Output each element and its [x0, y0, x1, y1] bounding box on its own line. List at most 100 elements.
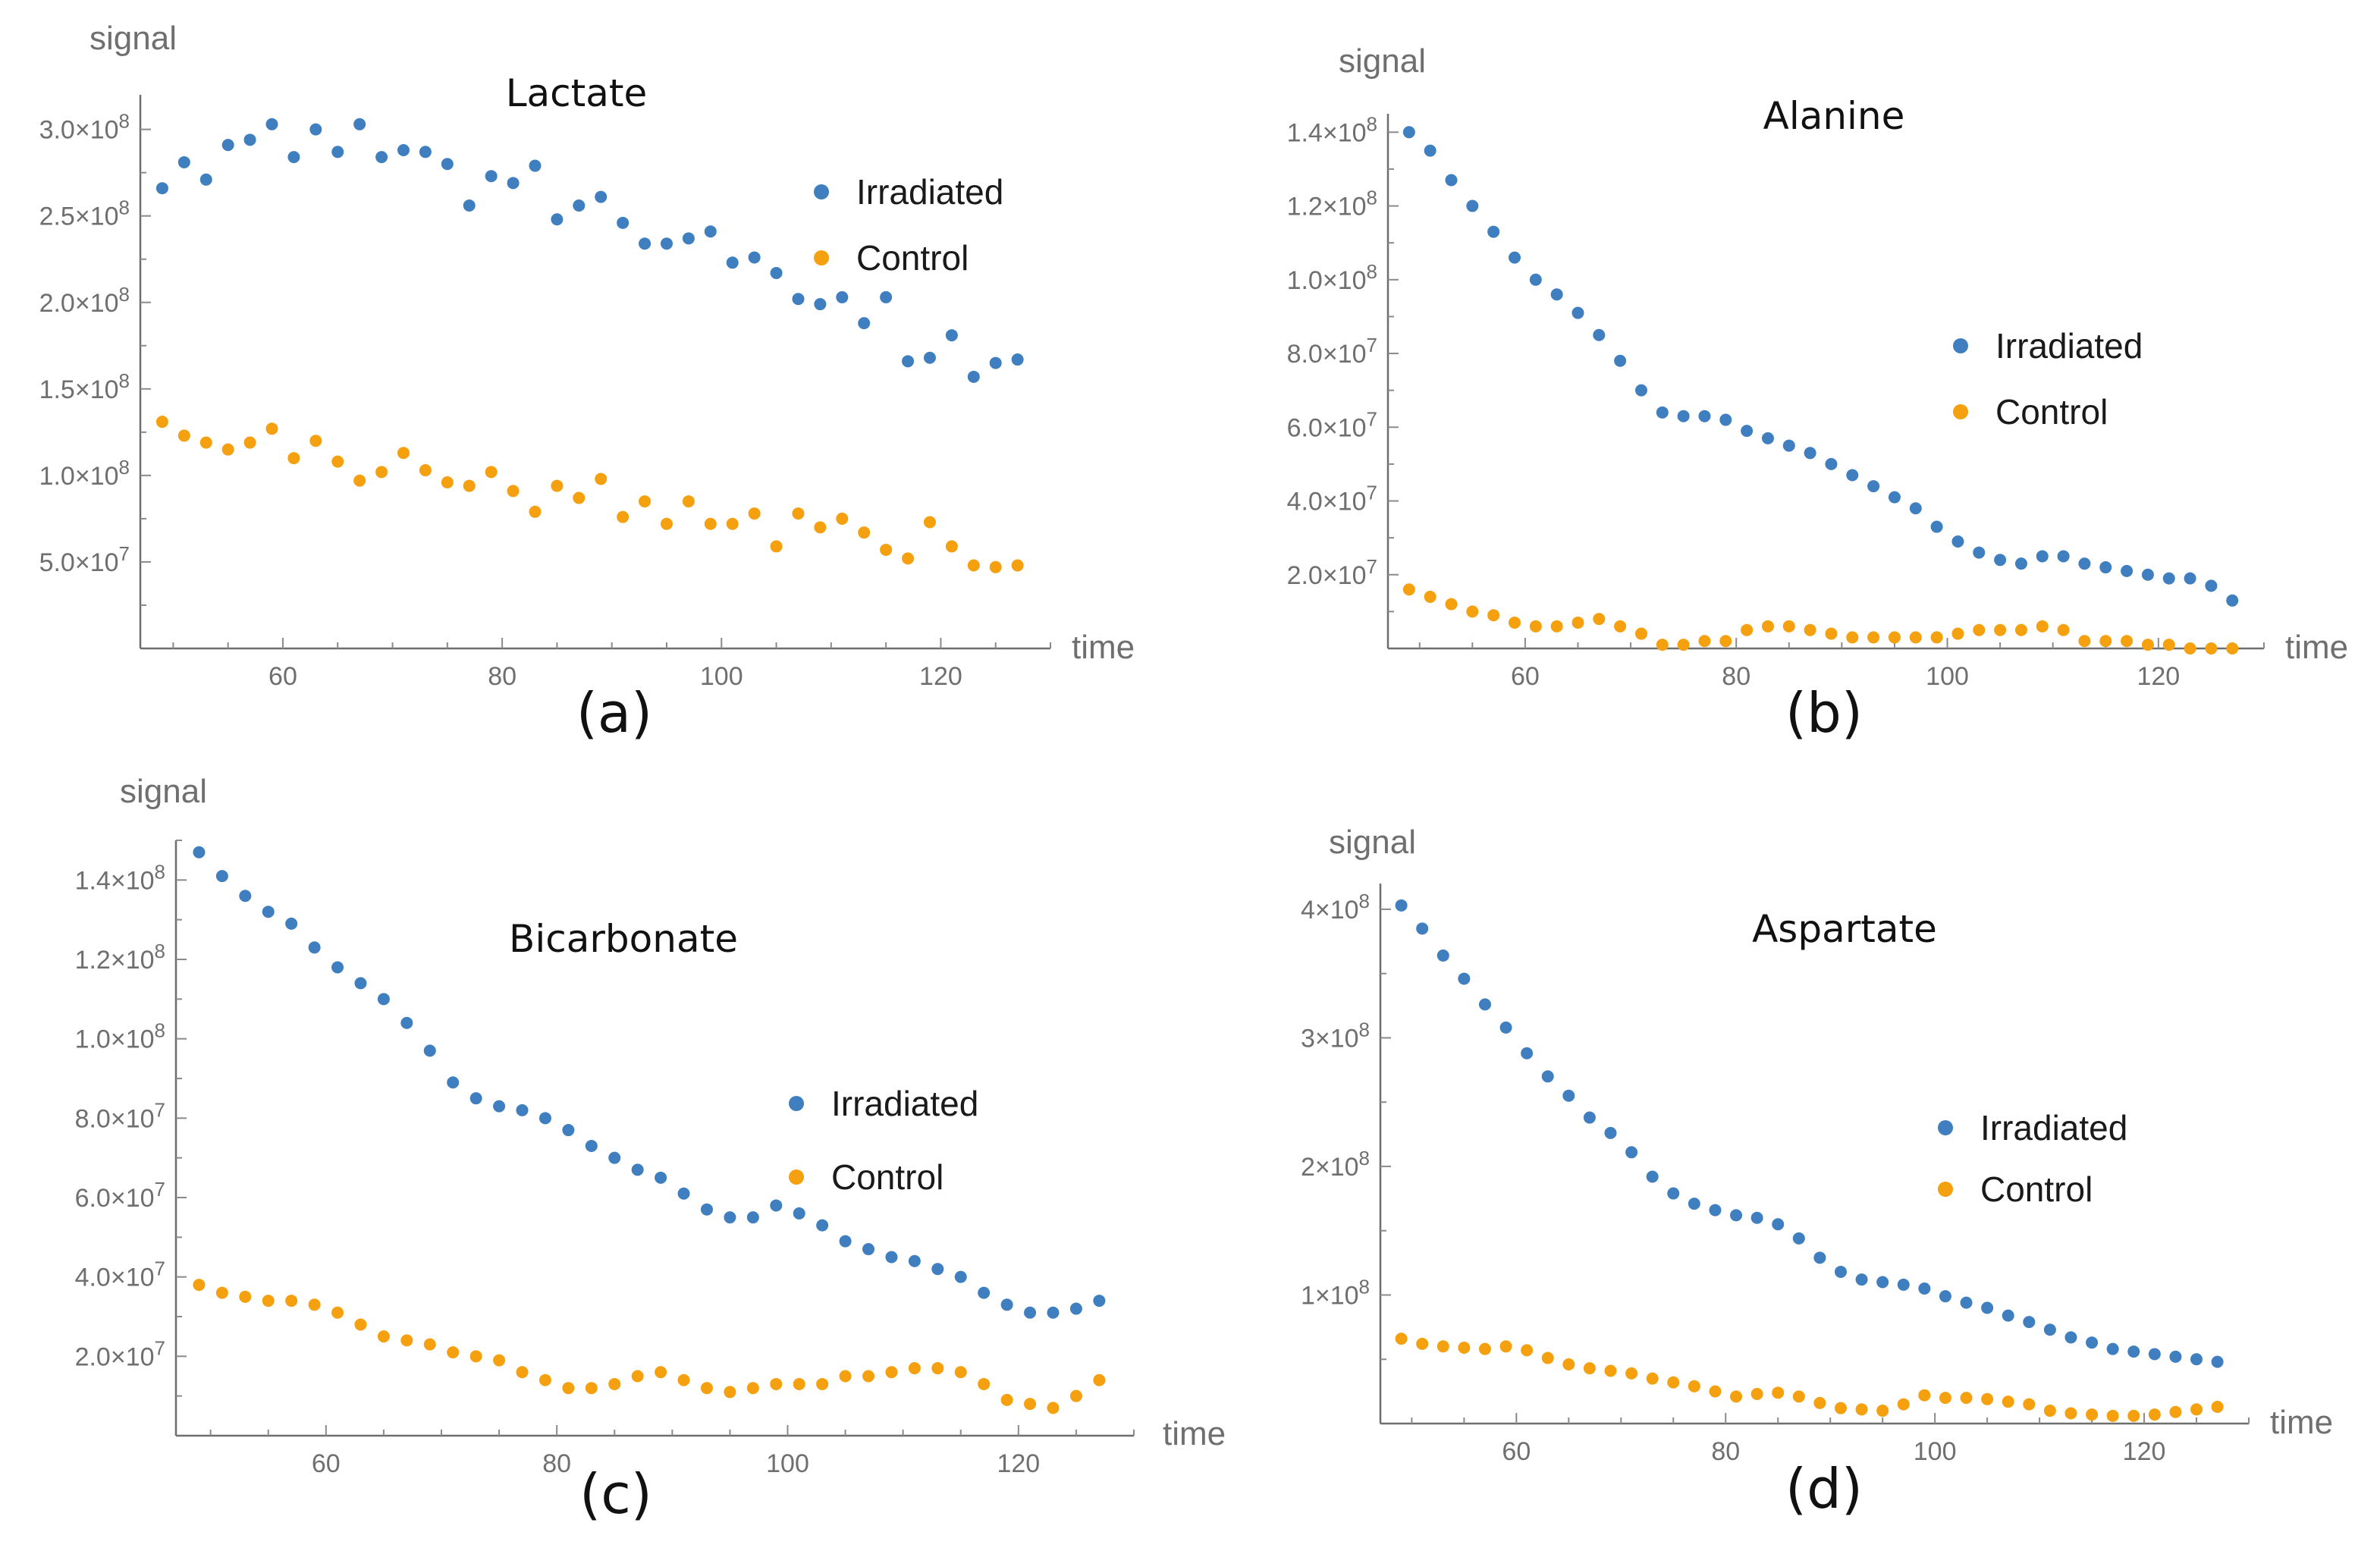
control-point [724, 1386, 736, 1399]
x-tick-label: 100 [1914, 1437, 1957, 1466]
control-point [2099, 635, 2112, 648]
irradiated-point [1750, 1211, 1763, 1224]
irradiated-point [1994, 554, 2007, 567]
control-point [463, 479, 476, 492]
y-tick-label: 4×108 [1301, 890, 1370, 925]
irradiated-point [1834, 1265, 1847, 1278]
control-point [538, 1373, 551, 1386]
control-point [1834, 1402, 1847, 1414]
x-tick-label: 120 [2123, 1437, 2166, 1466]
irradiated-point [1445, 174, 1458, 187]
irradiated-point [2099, 561, 2112, 574]
irradiated-point [1424, 144, 1436, 157]
control-point [441, 476, 454, 488]
y-tick-label: 8.0×107 [75, 1098, 165, 1133]
panel-label: (b) [1785, 681, 1863, 745]
control-point [1583, 1362, 1596, 1375]
y-tick-label: 1.4×108 [75, 860, 165, 895]
irradiated-point [2211, 1355, 2224, 1368]
irradiated-point [1047, 1306, 1060, 1319]
legend-label-irradiated: Irradiated [856, 172, 1003, 212]
control-point [655, 1366, 667, 1379]
control-point [265, 422, 278, 435]
control-point [770, 1377, 783, 1390]
control-point [814, 521, 827, 534]
control-point [1741, 623, 1754, 636]
control-point [1593, 613, 1606, 626]
control-point [1973, 623, 1986, 636]
control-point [1458, 1341, 1471, 1354]
irradiated-point [2064, 1331, 2077, 1344]
control-point [155, 416, 168, 429]
control-point [1000, 1393, 1013, 1406]
irradiated-point [1634, 384, 1647, 397]
irradiated-point [463, 199, 476, 212]
irradiated-point [1813, 1251, 1826, 1264]
irradiated-point [902, 355, 915, 368]
irradiated-point [485, 170, 498, 183]
irradiated-point [978, 1286, 991, 1299]
x-tick-label: 120 [919, 662, 962, 691]
control-point [1897, 1398, 1910, 1411]
irradiated-point [2127, 1345, 2140, 1358]
irradiated-point [954, 1270, 967, 1283]
irradiated-point [551, 213, 564, 226]
control-point [885, 1366, 898, 1379]
control-point [1960, 1392, 1973, 1405]
irradiated-point [885, 1251, 898, 1264]
irradiated-point [287, 151, 300, 164]
control-point [1508, 616, 1521, 629]
irradiated-point [677, 1187, 690, 1200]
irradiated-point [1529, 273, 1542, 286]
control-point [1761, 620, 1774, 633]
irradiated-point [1069, 1302, 1082, 1315]
irradiated-point [331, 146, 344, 159]
irradiated-point [1855, 1273, 1868, 1286]
legend-marker-irradiated [789, 1096, 804, 1111]
irradiated-point [967, 370, 980, 383]
irradiated-point [1804, 447, 1816, 460]
control-point [1918, 1389, 1931, 1402]
x-tick-label: 100 [1926, 662, 1969, 691]
control-point [1646, 1372, 1659, 1385]
control-point [1625, 1367, 1638, 1380]
control-point [770, 540, 783, 553]
control-point [1521, 1344, 1534, 1357]
irradiated-point [1688, 1198, 1700, 1210]
control-point [1634, 627, 1647, 640]
irradiated-point [2023, 1316, 2036, 1329]
control-point [447, 1346, 460, 1359]
y-tick-label: 2.0×108 [39, 283, 130, 318]
irradiated-point [858, 317, 871, 330]
irradiated-point [617, 216, 630, 229]
control-point [1719, 635, 1732, 648]
irradiated-point [1093, 1295, 1106, 1308]
irradiated-point [746, 1211, 759, 1224]
control-point [507, 485, 520, 498]
irradiated-point [1487, 225, 1500, 238]
control-point [2121, 635, 2134, 648]
control-point [221, 443, 234, 456]
irradiated-point [1571, 306, 1584, 319]
control-point [1782, 620, 1795, 633]
chart-panel-1: 60 80 100 120 2.0×107 4.0×107 6.0×107 8.0×107 1.… [1287, 42, 2349, 745]
control-point [1688, 1380, 1700, 1392]
irradiated-point [1973, 546, 1986, 559]
irradiated-point [155, 182, 168, 195]
irradiated-point [353, 118, 366, 130]
irradiated-point [400, 1016, 413, 1029]
y-tick-label: 1×108 [1301, 1275, 1370, 1310]
irradiated-point [1458, 972, 1471, 985]
irradiated-point [377, 993, 390, 1006]
control-point [2141, 639, 2154, 651]
irradiated-point [2162, 572, 2175, 585]
control-point [177, 429, 190, 442]
chart-panel-0: 60 80 100 120 5.0×107 1.0×108 1.5×108 2.0×108 2.… [39, 20, 1135, 745]
control-point [2078, 635, 2091, 648]
irradiated-point [423, 1044, 436, 1057]
irradiated-point [1981, 1301, 1994, 1314]
irradiated-point [2086, 1336, 2099, 1349]
legend-label-irradiated: Irradiated [1995, 326, 2143, 366]
x-tick-label: 60 [268, 662, 297, 691]
irradiated-point [1562, 1089, 1575, 1102]
